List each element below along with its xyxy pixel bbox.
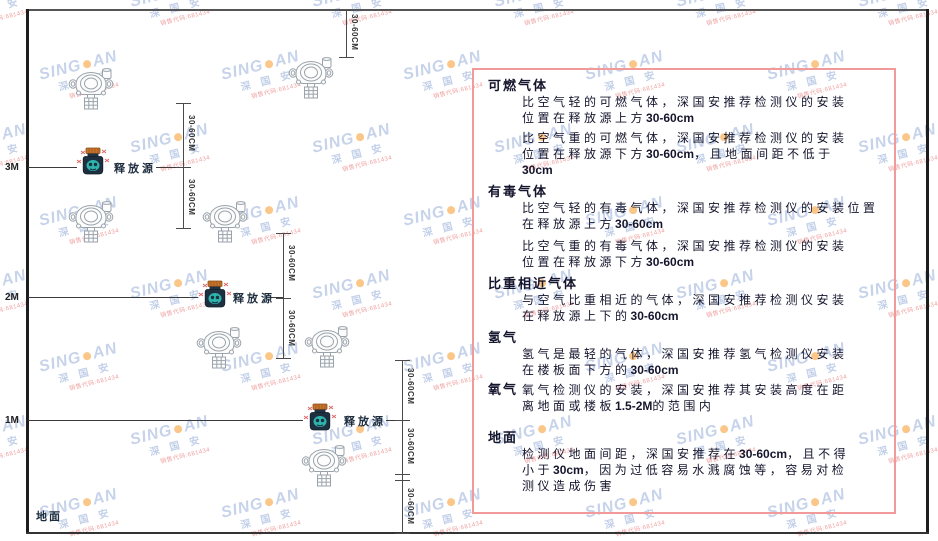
dimension-label: 30-60CM bbox=[287, 310, 296, 347]
panel-paragraph: 检测仪地面间距，深国安推荐在30-60cm，且不得 小于30cm，因为过低容易水溅… bbox=[522, 447, 850, 493]
installation-rules-panel: 可燃气体 比空气轻的可燃气体，深国安推荐检测仪的安装 位置在释放源上方30-60c… bbox=[472, 68, 896, 514]
level-line-2m bbox=[28, 297, 198, 298]
dimension-label: 30-60CM bbox=[350, 14, 359, 51]
connector-line bbox=[386, 420, 402, 421]
connector-line bbox=[156, 167, 183, 168]
panel-paragraph: 比空气重的可燃气体，深国安推荐检测仪的安装 位置在释放源下方30-60cm，且地面… bbox=[522, 131, 848, 177]
dimension-line-1m: 30-60CM 30-60CM 30-60CM bbox=[395, 360, 415, 534]
release-source-icon bbox=[198, 280, 232, 314]
height-label-1m: 1M bbox=[5, 415, 19, 426]
wall-line bbox=[26, 9, 29, 534]
panel-paragraph: 与空气比重相近的气体，深国安推荐检测仪安装 在释放源上下的30-60cm bbox=[522, 293, 848, 323]
gas-detector-icon bbox=[196, 327, 242, 369]
panel-paragraph: 比空气重的有毒气体，深国安推荐检测仪的安装 位置在释放源下方30-60cm bbox=[522, 239, 848, 269]
dimension-label: 30-60CM bbox=[187, 179, 196, 216]
gas-detector-icon bbox=[304, 326, 350, 368]
connector-line bbox=[271, 297, 283, 298]
panel-paragraph: 比空气轻的可燃气体，深国安推荐检测仪的安装 位置在释放源上方30-60cm bbox=[522, 95, 848, 125]
level-line-3m bbox=[28, 167, 77, 168]
release-source-label: 释放源 bbox=[344, 416, 386, 428]
dimension-label: 30-60CM bbox=[406, 368, 415, 405]
gas-detector-icon bbox=[202, 201, 248, 243]
section-title-hydrogen: 氢气 bbox=[488, 330, 519, 345]
release-source-icon bbox=[303, 403, 337, 437]
section-title-toxic: 有毒气体 bbox=[488, 184, 549, 199]
gas-detector-icon bbox=[68, 68, 114, 110]
dimension-line-ceiling: 30-60CM bbox=[339, 10, 359, 58]
level-line-1m bbox=[28, 420, 303, 421]
dimension-label: 30-60CM bbox=[406, 488, 415, 525]
dimension-label: 30-60CM bbox=[187, 115, 196, 152]
release-source-icon bbox=[76, 147, 110, 181]
height-label-2m: 2M bbox=[5, 292, 19, 303]
gas-detector-icon bbox=[301, 445, 347, 487]
dimension-line-3m: 30-60CM 30-60CM bbox=[176, 103, 196, 229]
section-title-flammable: 可燃气体 bbox=[488, 78, 549, 93]
release-source-label: 释放源 bbox=[114, 163, 156, 175]
ceiling-line bbox=[26, 9, 929, 11]
panel-paragraph: 氧气检测仪的安装，深国安推荐其安装高度在距 离地面或楼板1.5-2M的范围内 bbox=[522, 383, 848, 413]
gas-detector-icon bbox=[68, 201, 114, 243]
panel-paragraph: 氢气是最轻的气体，深国安推荐氢气检测仪安装 在楼板面下方的30-60cm bbox=[522, 347, 848, 377]
height-label-3m: 3M bbox=[5, 162, 19, 173]
section-title-similar-density: 比重相近气体 bbox=[488, 276, 579, 291]
dimension-label: 30-60CM bbox=[406, 428, 415, 465]
dimension-label: 30-60CM bbox=[287, 245, 296, 282]
panel-paragraph: 比空气轻的有毒气体，深国安推荐检测仪的安装位置 在释放源上方30-60cm bbox=[522, 201, 879, 231]
section-title-ground: 地面 bbox=[488, 430, 519, 445]
right-border-line bbox=[926, 9, 929, 534]
dimension-line-2m: 30-60CM 30-60CM bbox=[276, 233, 296, 359]
gas-detector-icon bbox=[288, 57, 334, 99]
ground-line bbox=[26, 532, 929, 534]
release-source-label: 释放源 bbox=[233, 293, 275, 305]
ground-label: 地面 bbox=[36, 511, 62, 523]
section-oxygen: 氧气 氧气检测仪的安装，深国安推荐其安装高度在距 离地面或楼板1.5-2M的范围内 bbox=[488, 382, 880, 414]
section-title-oxygen: 氧气 bbox=[488, 382, 519, 397]
